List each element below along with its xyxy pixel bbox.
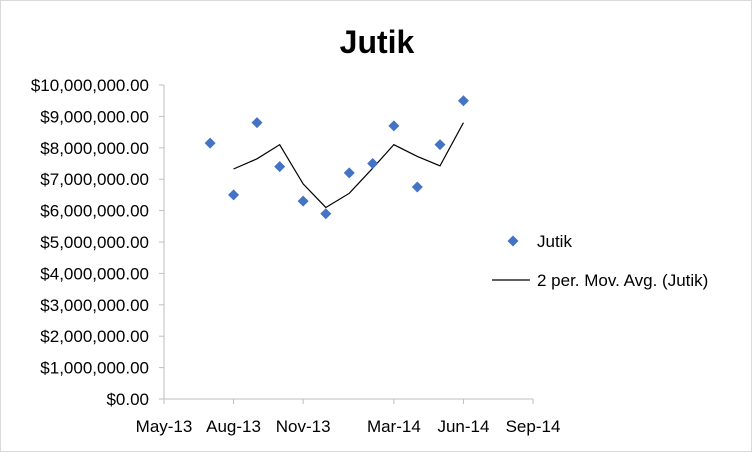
chart-title: Jutik <box>340 24 415 60</box>
x-tick-label: Sep-14 <box>506 417 561 436</box>
moving-average-lines <box>233 122 464 209</box>
x-tick-label: Mar-14 <box>367 417 421 436</box>
data-point <box>297 195 309 207</box>
x-tick-label: Nov-13 <box>276 417 331 436</box>
data-point <box>411 181 423 193</box>
y-tick-label: $1,000,000.00 <box>40 359 149 378</box>
data-point <box>251 117 263 129</box>
data-point <box>388 120 400 132</box>
y-tick-label: $7,000,000.00 <box>40 170 149 189</box>
legend-label-jutik: Jutik <box>537 232 572 251</box>
data-point <box>434 139 446 151</box>
data-point <box>320 208 332 220</box>
legend-label-moving-average: 2 per. Mov. Avg. (Jutik) <box>537 271 708 290</box>
y-tick-label: $8,000,000.00 <box>40 139 149 158</box>
moving-average-line <box>233 122 464 209</box>
data-point <box>228 189 240 201</box>
data-point <box>204 137 216 149</box>
data-point <box>367 158 379 169</box>
data-point <box>343 167 355 179</box>
x-tick-label: Jun-14 <box>437 417 489 436</box>
y-tick-label: $0.00 <box>106 390 149 409</box>
data-point <box>274 161 286 173</box>
legend-marker-jutik <box>507 235 519 247</box>
y-tick-label: $2,000,000.00 <box>40 327 149 346</box>
y-tick-label: $3,000,000.00 <box>40 296 149 315</box>
x-tick-label: Aug-13 <box>206 417 261 436</box>
y-tick-label: $4,000,000.00 <box>40 264 149 283</box>
y-tick-label: $10,000,000.00 <box>31 76 149 95</box>
x-axis-ticks: May-13 Aug-13 Nov-13 Mar-14 Jun-14 Sep-14 <box>136 399 561 436</box>
x-tick-label: May-13 <box>136 417 193 436</box>
y-tick-label: $5,000,000.00 <box>40 233 149 252</box>
y-tick-label: $9,000,000.00 <box>40 107 149 126</box>
plot-axes <box>163 85 533 400</box>
legend: Jutik 2 per. Mov. Avg. (Jutik) <box>492 232 708 290</box>
data-points <box>204 95 469 220</box>
y-axis-ticks: $0.00 $1,000,000.00 $2,000,000.00 $3,000,00… <box>31 76 164 409</box>
data-point <box>457 95 469 107</box>
y-tick-label: $6,000,000.00 <box>40 202 149 221</box>
